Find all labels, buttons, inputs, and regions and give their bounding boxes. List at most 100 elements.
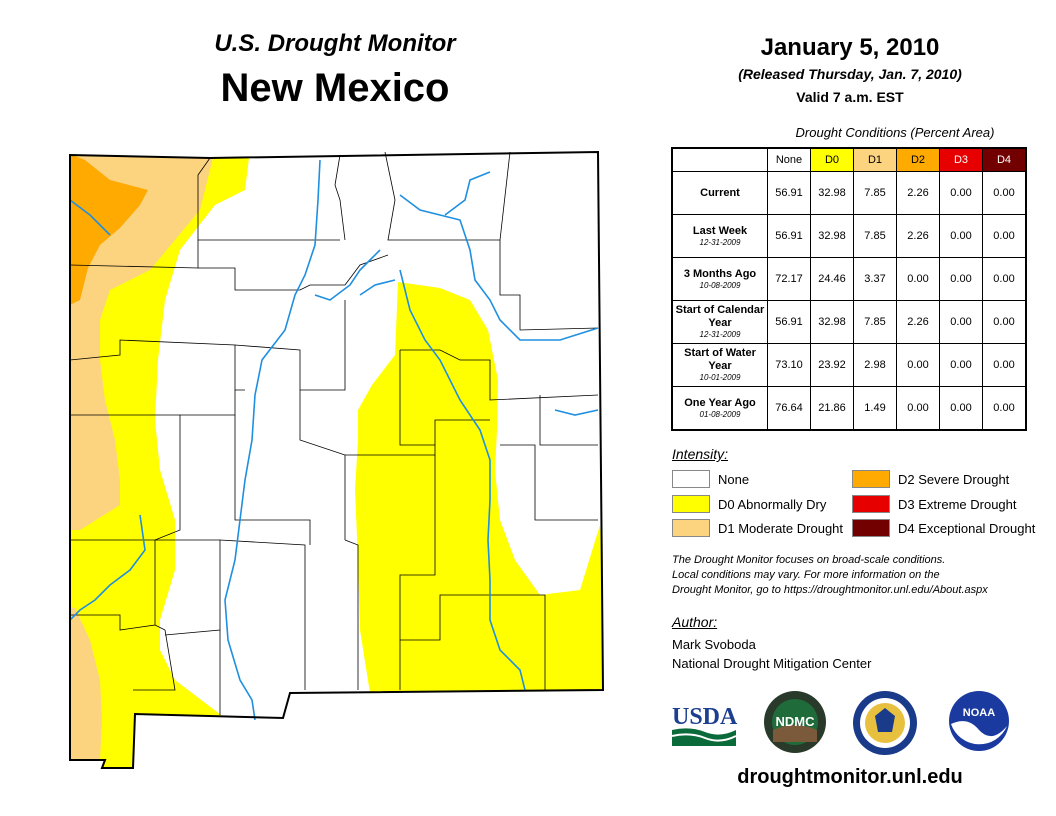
row-label: 3 Months Ago 10-08-2009 — [671, 257, 768, 301]
table-cell: 73.10 — [767, 343, 811, 387]
table-cell: 2.26 — [896, 171, 940, 215]
legend-label: D1 Moderate Drought — [718, 520, 844, 536]
table-title: Drought Conditions (Percent Area) — [795, 125, 995, 140]
table-cell: 32.98 — [810, 171, 854, 215]
table-row: Current 56.91 32.98 7.85 2.26 0.00 0.00 — [671, 171, 1027, 215]
rivers — [69, 159, 599, 721]
legend-label: D4 Exceptional Drought — [898, 520, 1036, 536]
legend-title: Intensity: — [672, 446, 729, 462]
table-cell: 0.00 — [939, 171, 983, 215]
table-cell: 32.98 — [810, 214, 854, 258]
table-cell: 24.46 — [810, 257, 854, 301]
legend-item-d1: D1 Moderate Drought — [672, 519, 843, 537]
svg-text:NOAA: NOAA — [963, 707, 995, 719]
table-header-row: None D0 D1 D2 D3 D4 — [672, 147, 1027, 172]
ndmc-logo: NDMC — [764, 691, 826, 753]
noaa-logo: NOAA — [949, 691, 1009, 751]
legend-label: D3 Extreme Drought — [898, 496, 1017, 512]
table-cell: 0.00 — [896, 343, 940, 387]
valid-time: Valid 7 a.m. EST — [796, 89, 904, 105]
legend-item-d3: D3 Extreme Drought — [852, 495, 1017, 513]
table-cell: 0.00 — [896, 386, 940, 431]
chama-river — [314, 249, 381, 301]
state-border — [69, 150, 605, 769]
legend-swatch — [672, 470, 710, 488]
new-mexico-drought-map — [69, 150, 605, 769]
legend-item-d4: D4 Exceptional Drought — [852, 519, 1035, 537]
table-cell: 2.26 — [896, 214, 940, 258]
table-cell: 0.00 — [896, 257, 940, 301]
table-cell: 0.00 — [982, 343, 1027, 387]
table-row: Start of Water Year 10-01-2009 73.10 23.9… — [671, 343, 1027, 387]
row-label: Start of Calendar Year 12-31-2009 — [671, 300, 768, 344]
usda-logo: USDA — [671, 704, 738, 746]
san-juan-river — [69, 199, 111, 236]
table-row: Start of Calendar Year 12-31-2009 56.91 3… — [671, 300, 1027, 344]
legend-item-d2: D2 Severe Drought — [852, 470, 1009, 488]
table-cell: 7.85 — [853, 214, 897, 258]
table-cell: 2.98 — [853, 343, 897, 387]
legend-label: D0 Abnormally Dry — [718, 496, 827, 512]
legend-label: D2 Severe Drought — [898, 471, 1010, 487]
table-cell: 0.00 — [982, 171, 1027, 215]
map-subtitle: U.S. Drought Monitor — [214, 30, 456, 57]
row-label: Start of Water Year 10-01-2009 — [671, 343, 768, 387]
table-cell: 0.00 — [939, 257, 983, 301]
note-line: Local conditions may vary. For more info… — [672, 569, 940, 581]
row-label: Current — [671, 171, 768, 215]
svg-text:USDA: USDA — [672, 704, 738, 730]
note-line: Drought Monitor, go to https://droughtmo… — [672, 584, 988, 596]
county-lines — [69, 151, 599, 715]
column-header-d0: D0 — [810, 147, 854, 172]
table-cell: 32.98 — [810, 300, 854, 344]
author-heading: Author: — [672, 614, 718, 630]
row-label: Last Week 12-31-2009 — [671, 214, 768, 258]
column-header-d3: D3 — [939, 147, 983, 172]
doc-seal-logo — [853, 691, 917, 755]
table-cell: 0.00 — [982, 214, 1027, 258]
column-header-d1: D1 — [853, 147, 897, 172]
legend-swatch — [852, 495, 890, 513]
mora-river — [359, 279, 396, 296]
table-cell: 3.37 — [853, 257, 897, 301]
canadian-river — [399, 194, 599, 341]
release-date: (Released Thursday, Jan. 7, 2010) — [738, 66, 962, 82]
table-cell: 0.00 — [982, 257, 1027, 301]
area-d0-east — [355, 282, 603, 693]
table-cell: 56.91 — [767, 214, 811, 258]
map-date: January 5, 2010 — [760, 34, 940, 61]
rio-grande — [224, 159, 321, 721]
legend-item-d0: D0 Abnormally Dry — [672, 495, 826, 513]
legend-swatch — [672, 495, 710, 513]
website-url[interactable]: droughtmonitor.unl.edu — [737, 766, 963, 788]
table-row: One Year Ago 01-08-2009 76.64 21.86 1.49 … — [671, 386, 1027, 431]
table-cell: 1.49 — [853, 386, 897, 431]
disclaimer-note: The Drought Monitor focuses on broad-sca… — [672, 553, 1042, 598]
table-cell: 23.92 — [810, 343, 854, 387]
legend-swatch — [852, 519, 890, 537]
red-river — [554, 409, 599, 416]
column-header-d2: D2 — [896, 147, 940, 172]
table-cell: 7.85 — [853, 300, 897, 344]
note-line: The Drought Monitor focuses on broad-sca… — [672, 554, 946, 566]
table-row: Last Week 12-31-2009 56.91 32.98 7.85 2.2… — [671, 214, 1027, 258]
row-label: One Year Ago 01-08-2009 — [671, 386, 768, 431]
svg-text:NDMC: NDMC — [776, 714, 816, 729]
table-cell: 0.00 — [939, 214, 983, 258]
map-title: New Mexico — [220, 66, 450, 110]
table-cell: 72.17 — [767, 257, 811, 301]
gila-river — [69, 514, 146, 621]
legend-label: None — [718, 471, 750, 487]
drought-conditions-table: None D0 D1 D2 D3 D4 Current 56.91 32.98 … — [671, 147, 1027, 431]
column-header-d4: D4 — [982, 147, 1027, 172]
upper-canadian — [444, 171, 491, 216]
table-cell: 21.86 — [810, 386, 854, 431]
table-cell: 76.64 — [767, 386, 811, 431]
table-row: 3 Months Ago 10-08-2009 72.17 24.46 3.37 … — [671, 257, 1027, 301]
pecos-river — [399, 269, 526, 691]
legend-swatch — [672, 519, 710, 537]
table-cell: 0.00 — [939, 386, 983, 431]
author-organization: National Drought Mitigation Center — [672, 656, 872, 671]
legend-item-none: None — [672, 470, 749, 488]
table-cell: 0.00 — [982, 386, 1027, 431]
